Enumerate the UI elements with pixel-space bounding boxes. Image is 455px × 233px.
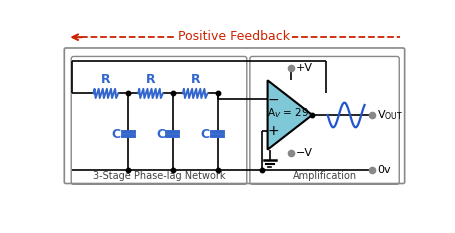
Text: C: C xyxy=(156,128,165,141)
Bar xyxy=(122,132,133,136)
Text: R: R xyxy=(146,73,155,86)
Text: R: R xyxy=(190,73,200,86)
Text: A$_V$ = 29: A$_V$ = 29 xyxy=(267,106,309,120)
Bar xyxy=(212,132,222,136)
Text: +: + xyxy=(267,123,278,137)
Text: Positive Feedback: Positive Feedback xyxy=(177,30,289,43)
Text: −: − xyxy=(267,92,278,106)
Bar xyxy=(167,132,178,136)
Text: R: R xyxy=(101,73,111,86)
Text: −V: −V xyxy=(295,148,313,158)
Text: 3-Stage Phase-lag Network: 3-Stage Phase-lag Network xyxy=(92,171,225,181)
Text: C: C xyxy=(200,128,209,141)
Text: C: C xyxy=(111,128,120,141)
Polygon shape xyxy=(267,80,312,150)
Text: 0v: 0v xyxy=(376,165,389,175)
Text: +V: +V xyxy=(295,63,313,73)
Text: Amplification: Amplification xyxy=(292,171,356,181)
Text: V$_{\mathrm{OUT}}$: V$_{\mathrm{OUT}}$ xyxy=(376,108,402,122)
